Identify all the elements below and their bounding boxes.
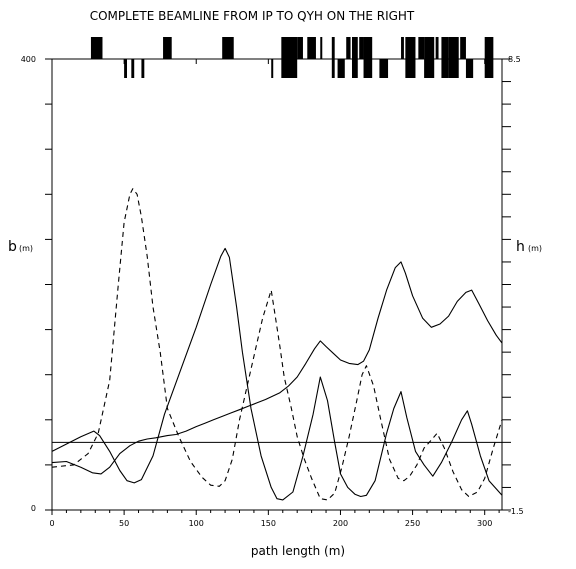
element-magnet	[124, 59, 127, 78]
element-magnet	[460, 37, 466, 59]
element-magnet	[337, 59, 345, 78]
element-magnet	[352, 37, 358, 59]
element-magnet	[363, 37, 373, 59]
element-magnet	[405, 37, 416, 59]
series-line-2	[51, 188, 503, 501]
lattice-element-bar	[52, 37, 502, 78]
element-magnet	[297, 37, 303, 59]
element-magnet	[435, 37, 439, 59]
element-magnet	[131, 59, 135, 78]
x-axis-label: path length (m)	[251, 544, 345, 558]
element-magnet	[448, 37, 459, 59]
element-magnet	[90, 37, 103, 59]
y-left-axis-unit: (m)	[19, 244, 33, 253]
x-tick-label: 0	[49, 519, 54, 528]
x-axis: 0 50 100 150 200 250 300	[49, 59, 500, 528]
x-tick-label: 150	[261, 519, 276, 528]
element-magnet	[448, 59, 459, 78]
series-line-1	[51, 247, 503, 501]
y-left-axis-symbol: b	[8, 239, 17, 255]
chart-title: COMPLETE BEAMLINE FROM IP TO QYH ON THE …	[90, 9, 415, 23]
x-tick-label: 100	[189, 519, 204, 528]
element-magnet	[271, 59, 274, 78]
element-magnet	[379, 59, 389, 78]
y-left-tick-label-max: 400	[21, 55, 36, 64]
element-magnet	[331, 37, 335, 59]
element-magnet	[352, 59, 358, 78]
element-magnet	[320, 37, 323, 59]
x-tick-label: 200	[333, 519, 348, 528]
element-magnet	[484, 37, 494, 59]
y-right-tick-label-max: 8.5	[508, 55, 521, 64]
element-magnet	[405, 59, 416, 78]
element-magnet	[281, 59, 298, 78]
series-group	[51, 188, 503, 501]
y-right-axis-symbol: h	[516, 239, 525, 255]
element-magnet	[441, 59, 449, 78]
element-magnet	[441, 37, 449, 59]
element-magnet	[163, 37, 172, 59]
element-magnet	[418, 37, 425, 59]
element-magnet	[359, 37, 364, 59]
series-line-3	[51, 261, 503, 475]
x-tick-label: 50	[119, 519, 129, 528]
x-tick-label: 250	[405, 519, 420, 528]
element-magnet	[141, 59, 145, 78]
element-magnet	[424, 59, 435, 78]
element-magnet	[484, 59, 494, 78]
element-magnet	[331, 59, 335, 78]
element-magnet	[307, 37, 316, 59]
y-right-tick-label-min: -1.5	[508, 507, 524, 516]
y-left-tick-label-min: 0	[31, 504, 36, 513]
x-tick-label: 300	[477, 519, 492, 528]
element-magnet	[401, 37, 404, 59]
right-y-axis	[502, 58, 511, 511]
element-magnet	[363, 59, 373, 78]
element-magnet	[281, 37, 298, 59]
left-y-axis	[45, 58, 52, 511]
element-magnet	[222, 37, 234, 59]
element-magnet	[346, 37, 351, 59]
y-right-axis-unit: (m)	[528, 244, 542, 253]
element-magnet	[424, 37, 435, 59]
element-magnet	[465, 59, 474, 78]
